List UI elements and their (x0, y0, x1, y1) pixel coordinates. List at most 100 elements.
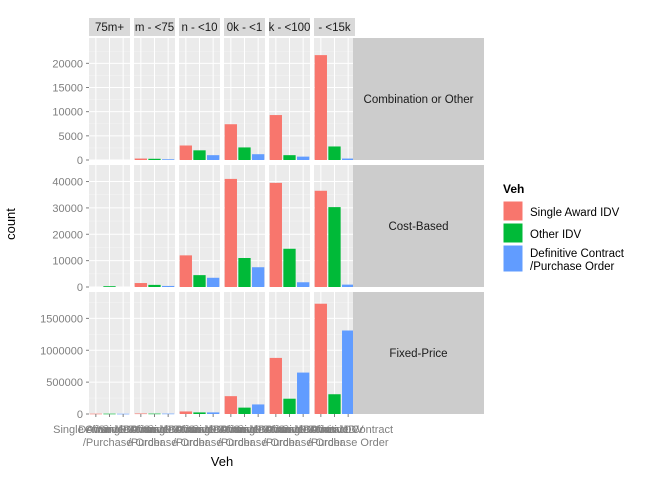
bar (283, 398, 296, 414)
y-tick-label: 15000 (52, 83, 83, 95)
bar (162, 159, 175, 160)
bar (269, 115, 282, 160)
column-strip-label: - <15k (318, 22, 351, 34)
column-strips: 75m+ m - <75 n - <10 0k - <1 k - <100 - <15k (89, 18, 355, 36)
row-strip (353, 38, 484, 160)
bar (314, 55, 327, 160)
row-strip (353, 165, 484, 287)
x-tick-label: Single Award IDV (143, 424, 229, 436)
x-tick-label: Definitive Contract/Purchase Order (78, 424, 168, 449)
bar (134, 283, 147, 287)
bar (342, 284, 355, 287)
x-tick-label: Definitive Contract/Purchase Order (168, 424, 258, 449)
legend-swatch (502, 244, 524, 273)
x-tick-label: Definitive Contract/Purchase Order (303, 424, 393, 449)
x-tick-label: Other IDV (265, 424, 315, 436)
y-axis-title: count (3, 208, 18, 240)
column-strip-label: n - <10 (181, 22, 217, 34)
x-tick-label: Single Award IDV (98, 424, 184, 436)
legend-label: Other IDV (530, 229, 581, 241)
bar (224, 396, 237, 414)
bar (193, 150, 206, 160)
legend-swatch (502, 222, 524, 244)
bar (103, 413, 116, 415)
column-strip (269, 18, 310, 36)
bar (297, 156, 310, 160)
bar (342, 330, 355, 414)
y-tick-label: 30000 (52, 203, 83, 215)
bar (238, 407, 251, 414)
bar (269, 357, 282, 414)
x-tick-label: Other IDV (85, 424, 135, 436)
y-tick-label: 40000 (52, 177, 83, 189)
x-tick-label: Definitive Contract/Purchase Order (213, 424, 303, 449)
bar (134, 158, 147, 160)
bar (252, 404, 265, 414)
bar (148, 413, 161, 415)
bar (103, 286, 116, 287)
x-tick-label: Other IDV (175, 424, 225, 436)
bar (328, 207, 341, 287)
bar (269, 182, 282, 287)
bar (297, 372, 310, 414)
legend-label: Definitive Contract/Purchase Order (530, 248, 625, 273)
y-tick-label: 20000 (52, 58, 83, 70)
y-tick-label: 5000 (59, 131, 83, 143)
bar (207, 412, 220, 414)
bar (148, 284, 161, 287)
bar (179, 255, 192, 287)
bar (89, 413, 102, 415)
bar (283, 248, 296, 287)
y-tick-label: 0 (77, 282, 83, 294)
bar (252, 154, 265, 160)
x-tick-label: Single Award IDV (278, 424, 364, 436)
y-tick-label: 20000 (52, 229, 83, 241)
y-axes: 0 5000 10000 15000 20000 0 10000 20000 30000 4000… (40, 58, 89, 421)
row-strips: Combination or Other Cost-Based Fixed-Pric… (353, 38, 484, 414)
y-tick-label: 500000 (46, 377, 83, 389)
column-strip (224, 18, 265, 36)
column-strip (179, 18, 220, 36)
x-tick-label: Other IDV (310, 424, 360, 436)
panel-grid (89, 38, 355, 415)
bar (224, 124, 237, 160)
x-tick-label: Other IDV (220, 424, 270, 436)
column-strip (314, 18, 355, 36)
legend-title: Veh (503, 182, 524, 196)
y-tick-label: 10000 (52, 107, 83, 119)
legend: Veh Single Award IDV Other IDV Definitive … (502, 182, 625, 273)
column-strip-label: k - <100 (269, 22, 311, 34)
x-tick-label: Single Award IDV (233, 424, 319, 436)
bar (297, 282, 310, 287)
y-tick-label: 1500000 (40, 313, 83, 325)
x-tick-label: Single Award IDV (53, 424, 139, 436)
legend-swatch (502, 200, 524, 222)
bar (328, 394, 341, 414)
row-strip-label: Cost-Based (388, 221, 448, 233)
y-tick-label: 10000 (52, 256, 83, 268)
bar (193, 275, 206, 287)
bar (193, 412, 206, 414)
bar (148, 158, 161, 160)
bar (328, 146, 341, 160)
bar (162, 285, 175, 287)
bar (162, 413, 175, 415)
y-tick-label: 1000000 (40, 345, 83, 357)
bar (238, 147, 251, 160)
bar (238, 258, 251, 287)
bar (314, 303, 327, 414)
column-strip (134, 18, 175, 36)
column-strip-label: m - <75 (135, 22, 174, 34)
bar (179, 145, 192, 160)
bar (207, 277, 220, 287)
bar (342, 158, 355, 160)
x-tick-label: Other IDV (130, 424, 180, 436)
bar (224, 178, 237, 287)
legend-label: Single Award IDV (530, 207, 620, 219)
bar (314, 190, 327, 287)
y-tick-label: 0 (77, 155, 83, 167)
bar (252, 267, 265, 287)
row-strip (353, 292, 484, 414)
